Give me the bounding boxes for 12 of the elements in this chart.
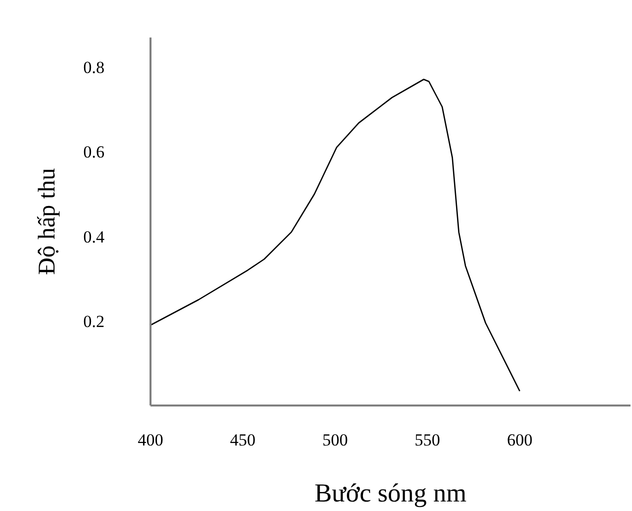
x-tick-label: 600 [506, 430, 532, 450]
y-tick-label: 0.8 [83, 58, 104, 78]
y-axis-title: Độ hấp thu [34, 168, 60, 275]
x-tick-label: 550 [414, 430, 440, 450]
x-axis-title: Bước sóng nm [314, 478, 467, 508]
y-tick-label: 0.2 [83, 312, 104, 331]
line-series [150, 78, 520, 392]
x-tick-label: 500 [322, 430, 348, 450]
y-tick-label: 0.6 [83, 142, 104, 162]
y-tick-label: 0.4 [83, 227, 105, 246]
x-tick-label: 450 [230, 430, 256, 450]
x-tick-label: 400 [138, 430, 164, 450]
